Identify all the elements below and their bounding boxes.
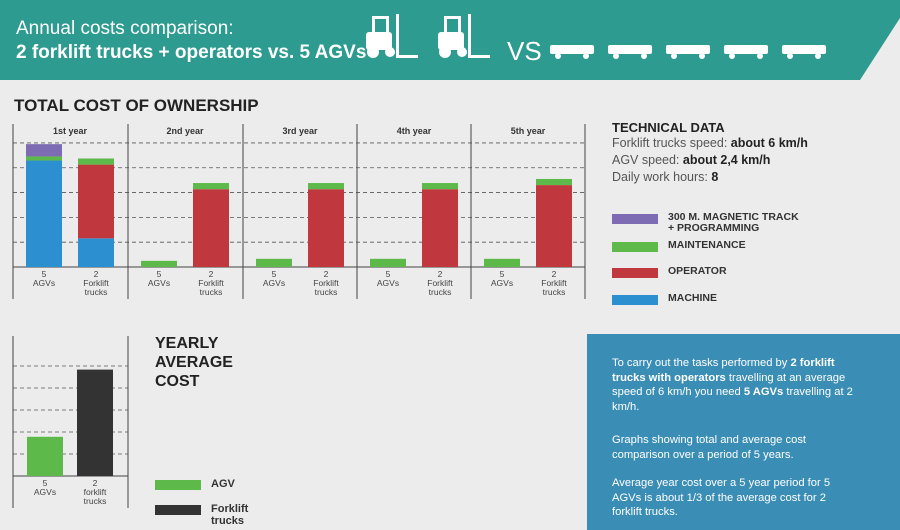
bar-segment xyxy=(26,156,62,161)
bar-segment xyxy=(536,185,572,267)
legend-label: Forklift trucks xyxy=(211,503,249,527)
forklift-icon xyxy=(366,14,418,58)
bar-segment xyxy=(536,178,572,186)
tco-title: TOTAL COST OF OWNERSHIP xyxy=(14,96,259,115)
info-box: To carry out the tasks performed by 2 fo… xyxy=(587,334,900,530)
tco-chart: 1st year 5 AGVs 2 Forklift trucks 2nd year 5 AGV… xyxy=(12,124,586,299)
legend-label: AGV xyxy=(211,478,235,490)
category-label: 2 forklift trucks xyxy=(84,478,107,506)
bar-segment xyxy=(256,258,292,267)
avg-chart: 5 AGVs 2 forklift trucks xyxy=(12,336,129,508)
avg-title-line: COST xyxy=(155,373,200,390)
category-label: 5 AGVs xyxy=(34,478,56,497)
forklift-speed: Forklift trucks speed: about 6 km/h xyxy=(612,136,808,150)
legend-swatch xyxy=(612,214,658,224)
technical-title: TECHNICAL DATA xyxy=(612,120,725,135)
agv-icon xyxy=(666,45,710,59)
category-label: 2 Forklift trucks xyxy=(541,269,567,297)
category-label: 2 Forklift trucks xyxy=(427,269,453,297)
bar-segment xyxy=(193,189,229,267)
legend-swatch xyxy=(155,480,201,490)
bar-segment xyxy=(78,158,114,165)
legend-label: MAINTENANCE xyxy=(668,239,746,251)
bar-segment xyxy=(484,258,520,267)
legend-label: OPERATOR xyxy=(668,265,727,277)
header-title-line1: Annual costs comparison: xyxy=(16,18,234,39)
avg-title-line: AVERAGE xyxy=(155,354,233,371)
bar-segment xyxy=(26,144,62,157)
bar-segment xyxy=(308,183,344,190)
category-label: 2 Forklift trucks xyxy=(83,269,109,297)
legend-swatch xyxy=(155,505,201,515)
bar-segment xyxy=(193,183,229,190)
legend-label: 300 M. MAGNETIC TRACK + PROGRAMMING xyxy=(668,211,799,234)
bar xyxy=(27,436,63,476)
legend-swatch xyxy=(612,268,658,278)
legend-swatch xyxy=(612,242,658,252)
category-label: 5 AGVs xyxy=(491,269,513,288)
bar-segment xyxy=(78,238,114,267)
agv-icon xyxy=(724,45,768,59)
legend-label: MACHINE xyxy=(668,292,717,304)
agv-icons xyxy=(550,45,826,59)
bar-segment xyxy=(78,164,114,239)
legend-swatch xyxy=(612,295,658,305)
avg-title: YEARLY AVERAGE COST xyxy=(155,334,275,391)
bar-segment xyxy=(308,189,344,267)
category-label: 5 AGVs xyxy=(148,269,170,288)
category-label: 2 Forklift trucks xyxy=(198,269,224,297)
agv-speed: AGV speed: about 2,4 km/h xyxy=(612,153,771,167)
panel-title: 4th year xyxy=(397,126,432,136)
daily-hours: Daily work hours: 8 xyxy=(612,170,719,184)
bar-segment xyxy=(422,189,458,267)
category-label: 5 AGVs xyxy=(377,269,399,288)
bar-segment xyxy=(370,258,406,267)
panel-title: 2nd year xyxy=(166,126,204,136)
category-label: 2 Forklift trucks xyxy=(313,269,339,297)
panel-title: 5th year xyxy=(511,126,546,136)
agv-icon xyxy=(550,45,594,59)
bar-segment xyxy=(422,183,458,190)
info-paragraph-1: To carry out the tasks performed by 2 fo… xyxy=(612,357,853,413)
info-paragraph-2: Graphs showing total and average cost co… xyxy=(612,434,807,461)
agv-icon xyxy=(782,45,826,59)
bar-segment xyxy=(26,160,62,267)
panel-title: 1st year xyxy=(53,126,88,136)
forklift-icon xyxy=(438,14,490,58)
info-paragraph-3: Average year cost over a 5 year period f… xyxy=(612,477,831,518)
vs-label: VS xyxy=(507,36,542,66)
bar-segment xyxy=(141,260,177,267)
category-label: 5 AGVs xyxy=(263,269,285,288)
category-label: 5 AGVs xyxy=(33,269,55,288)
avg-title-line: YEARLY xyxy=(155,335,219,352)
header-title-line2: 2 forklift trucks + operators vs. 5 AGVs xyxy=(16,42,367,63)
bar xyxy=(77,369,113,476)
agv-icon xyxy=(608,45,652,59)
panel-title: 3rd year xyxy=(282,126,318,136)
